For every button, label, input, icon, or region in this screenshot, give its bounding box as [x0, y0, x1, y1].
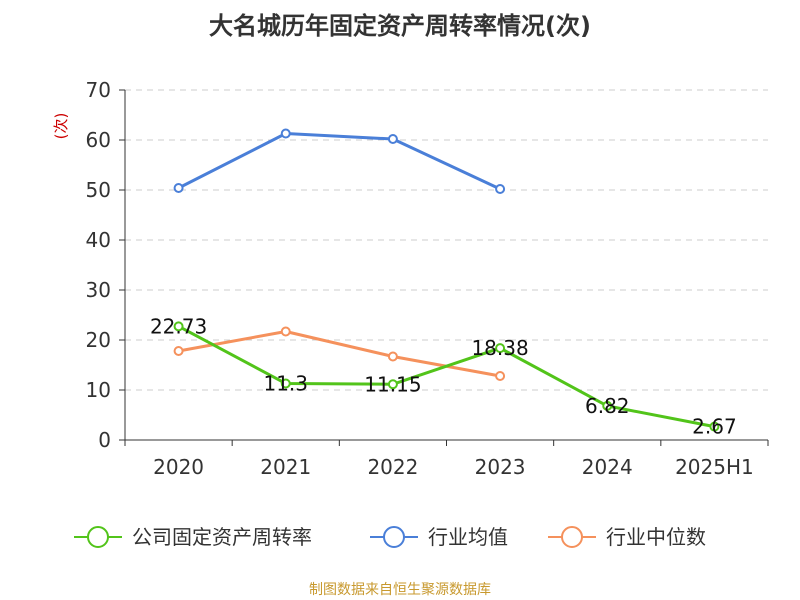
data-point[interactable] [280, 128, 291, 139]
series-line [177, 325, 715, 429]
legend-label: 行业中位数 [606, 525, 706, 549]
series-line [177, 132, 501, 191]
x-tick-label: 2021 [260, 455, 311, 479]
x-tick-label: 2025H1 [675, 455, 754, 479]
grid [125, 89, 768, 391]
legend-marker [87, 526, 109, 548]
y-axis-label: (次) [52, 113, 70, 140]
legend-marker [383, 526, 405, 548]
y-tick-label: 60 [86, 128, 111, 152]
chart-title: 大名城历年固定资产周转率情况(次) [209, 12, 591, 40]
legend-item[interactable]: 行业均值 [370, 525, 508, 549]
legend-item[interactable]: 公司固定资产周转率 [74, 525, 312, 549]
y-tick-label: 0 [98, 428, 111, 452]
series [173, 128, 720, 432]
legend[interactable]: 公司固定资产周转率 行业均值 行业中位数 [74, 525, 706, 549]
data-point[interactable] [495, 184, 506, 194]
y-tick-label: 40 [86, 228, 111, 252]
data-point[interactable] [387, 134, 398, 144]
data-point[interactable] [495, 343, 506, 354]
data-point[interactable] [280, 378, 291, 389]
axes: 0 10 20 30 40 50 60 70 2020 2021 2022 2023 2024 2025H… [86, 78, 769, 479]
data-label: 22.73 [150, 314, 207, 338]
legend-marker [561, 526, 583, 548]
legend-label: 行业均值 [428, 525, 508, 549]
data-point[interactable] [280, 326, 291, 337]
y-tick-label: 10 [86, 378, 111, 402]
x-tick-label: 2022 [367, 455, 418, 479]
legend-item[interactable]: 行业中位数 [548, 525, 706, 549]
y-tick-label: 20 [86, 328, 111, 352]
x-tick-label: 2020 [153, 455, 204, 479]
data-labels: 22.73 11.3 11.15 18.38 6.82 2.67 [150, 314, 737, 438]
legend-label: 公司固定资产周转率 [132, 525, 312, 549]
data-point[interactable] [495, 371, 506, 381]
data-point[interactable] [173, 346, 184, 356]
x-tick-label: 2024 [582, 455, 633, 479]
data-label: 18.38 [471, 336, 528, 360]
y-tick-label: 70 [86, 78, 111, 102]
data-label: 11.15 [364, 372, 421, 396]
y-tick-label: 30 [86, 278, 111, 302]
data-point[interactable] [387, 351, 398, 362]
data-point[interactable] [173, 321, 184, 332]
y-tick-label: 50 [86, 178, 111, 202]
data-label: 2.67 [692, 415, 737, 439]
data-point[interactable] [602, 400, 613, 411]
data-point[interactable] [173, 183, 184, 193]
data-label: 11.3 [263, 372, 308, 396]
data-point[interactable] [709, 421, 720, 432]
data-point[interactable] [387, 379, 398, 390]
x-tick-label: 2023 [475, 455, 526, 479]
source-note: 制图数据来自恒生聚源数据库 [309, 582, 491, 598]
data-label: 6.82 [585, 394, 630, 418]
